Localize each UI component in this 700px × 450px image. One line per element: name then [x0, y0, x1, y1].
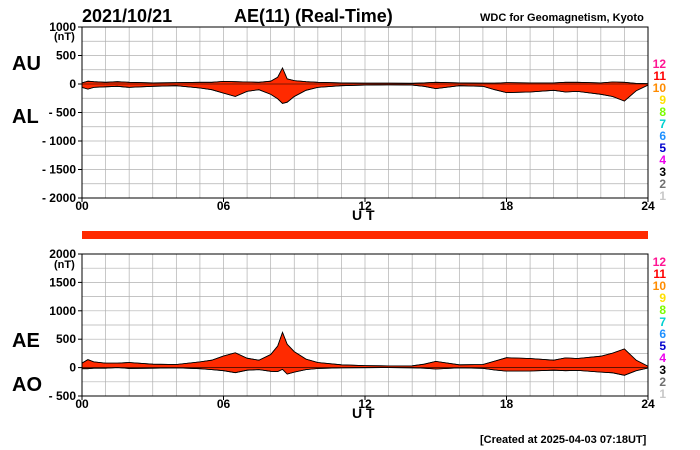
ae-ao-y-tick-label: - 500 — [49, 389, 77, 403]
au-al-x-label: U T — [352, 207, 375, 223]
ae-ao-x-ticks: 00 06 12 18 24 — [75, 396, 655, 411]
au-al-legend-number: 5 — [659, 141, 666, 155]
ae-ao-y-tick-label: 500 — [56, 332, 76, 346]
au-al-legend-number: 2 — [659, 177, 666, 191]
al-label: AL — [12, 106, 39, 128]
au-al-legend-number: 11 — [653, 69, 666, 83]
ae-ao-upper-line — [81, 331, 649, 367]
au-al-upper-line — [81, 67, 649, 85]
au-al-plot — [81, 67, 649, 104]
ae-ao-legend-number: 4 — [659, 351, 666, 365]
au-al-x-tick-label: 12 — [358, 199, 372, 213]
ae-ao-legend-number: 8 — [659, 303, 666, 317]
au-al-unit-label: (nT) — [54, 31, 75, 43]
au-al-x-tick-label: 00 — [75, 199, 89, 213]
ae-ao-legend-number: 1 — [659, 387, 666, 401]
au-al-x-tick-label: 24 — [641, 199, 655, 213]
ae-ao-unit-label: (nT) — [54, 259, 75, 271]
ae-ao-y-tick-label: 2000 — [49, 247, 76, 261]
au-al-legend-number: 4 — [659, 153, 666, 167]
au-al-legend-number: 6 — [659, 129, 666, 143]
au-al-y-tick-label: - 1500 — [42, 163, 76, 177]
ae-ao-x-tick-label: 18 — [500, 397, 514, 411]
ae-ao-y-tick-label: 1500 — [49, 275, 76, 289]
ae-ao-legend-number: 9 — [659, 291, 666, 305]
au-al-legend-number: 9 — [659, 93, 666, 107]
ao-label: AO — [12, 374, 42, 396]
au-al-y-tick-label: 500 — [56, 49, 76, 63]
au-al-x-ticks: 00 06 12 18 24 — [75, 198, 655, 213]
au-al-y-tick-label: - 500 — [49, 106, 77, 120]
ae-ao-legend-number: 2 — [659, 375, 666, 389]
chart-title: AE(11) (Real-Time) — [234, 6, 393, 26]
created-timestamp: [Created at 2025-04-03 07:18UT] — [480, 434, 647, 446]
au-al-y-tick-label: 0 — [69, 77, 76, 91]
ae-ao-y-tick-label: 0 — [69, 361, 76, 375]
ae-ao-x-tick-label: 00 — [75, 397, 89, 411]
au-al-legend-number: 1 — [659, 189, 666, 203]
ae-ao-legend-number: 7 — [659, 315, 666, 329]
ae-ao-legend-number: 11 — [653, 267, 666, 281]
au-al-lower-line — [81, 84, 649, 104]
ae-ao-legend-number: 5 — [659, 339, 666, 353]
au-al-y-tick-label: - 2000 — [42, 191, 76, 205]
ae-ao-lower-line — [82, 367, 649, 376]
au-al-x-tick-label: 06 — [217, 199, 231, 213]
ae-ao-x-tick-label: 12 — [358, 397, 372, 411]
au-al-y-tick-label: - 1000 — [42, 134, 76, 148]
au-al-legend-number: 12 — [653, 57, 667, 71]
separator-bar — [82, 231, 648, 239]
ae-ao-x-tick-label: 06 — [217, 397, 231, 411]
au-al-legend-number: 3 — [659, 165, 666, 179]
au-al-legend-number: 7 — [659, 117, 666, 131]
ae-ao-x-tick-label: 24 — [641, 397, 655, 411]
ae-label: AE — [12, 330, 40, 352]
au-al-x-tick-label: 18 — [500, 199, 514, 213]
date-label: 2021/10/21 — [82, 6, 172, 26]
au-al-legend-number: 10 — [653, 81, 667, 95]
au-al-legend-number: 8 — [659, 105, 666, 119]
au-al-y-ticks: 1000 500 0 - 500 - 1000 - 1500 - 2000 — [42, 20, 82, 205]
ae-ao-x-label: U T — [352, 405, 375, 421]
au-al-y-tick-label: 1000 — [49, 20, 76, 34]
ae-ao-grid — [82, 254, 648, 396]
au-al-grid — [82, 27, 648, 198]
ae-ao-y-ticks: 2000 1500 1000 500 0 - 500 — [49, 247, 82, 403]
source-label: WDC for Geomagnetism, Kyoto — [480, 12, 644, 24]
ae-ao-legend-number: 6 — [659, 327, 666, 341]
au-label: AU — [12, 53, 41, 75]
ae-ao-legend-number: 3 — [659, 363, 666, 377]
ae-ao-y-tick-label: 1000 — [49, 304, 76, 318]
ae-ao-legend-number: 12 — [653, 255, 667, 269]
ae-ao-legend-number: 10 — [653, 279, 667, 293]
